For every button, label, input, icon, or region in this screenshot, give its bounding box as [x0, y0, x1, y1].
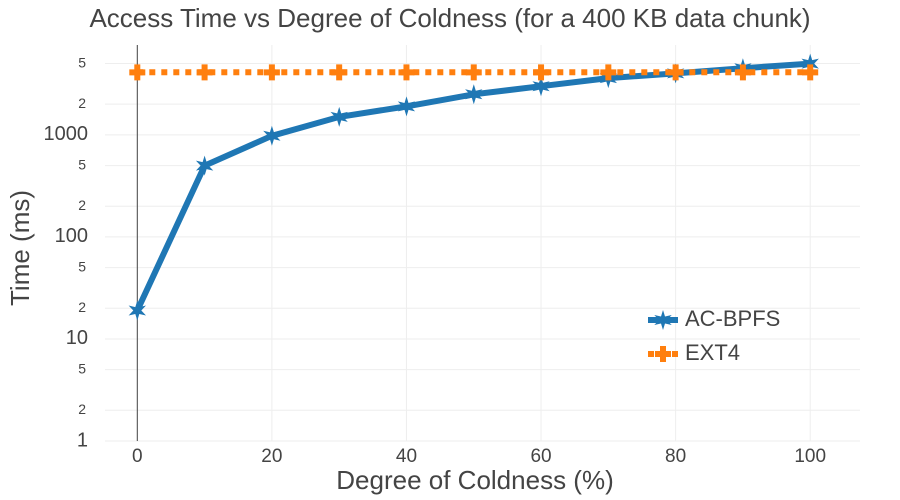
chart-title: Access Time vs Degree of Coldness (for a… [89, 3, 810, 33]
marker [734, 64, 751, 81]
marker [667, 64, 684, 81]
marker [330, 106, 348, 127]
marker [533, 64, 550, 81]
marker [465, 64, 482, 81]
x-tick-label: 80 [665, 446, 686, 467]
marker [655, 346, 671, 362]
marker [398, 64, 415, 81]
marker [196, 64, 213, 81]
y-tick-label: 2 [78, 401, 86, 417]
y-tick-label: 5 [78, 156, 86, 172]
y-tick-label: 100 [55, 225, 88, 247]
marker [195, 155, 214, 176]
marker [801, 53, 819, 74]
marker [600, 64, 617, 81]
y-tick-label: 2 [78, 299, 86, 315]
marker [263, 125, 281, 146]
x-tick-label: 100 [794, 446, 826, 467]
y-axis-label: Time (ms) [5, 190, 35, 306]
legend-item: AC-BPFS [648, 306, 780, 331]
marker [397, 96, 416, 117]
marker [331, 64, 348, 81]
legend-label: EXT4 [685, 340, 740, 365]
y-tick-label: 1 [77, 429, 88, 451]
x-tick-label: 60 [530, 446, 551, 467]
grid [105, 45, 860, 442]
marker [465, 84, 483, 105]
marker [128, 300, 146, 321]
marker [532, 76, 550, 97]
marker [263, 64, 280, 81]
x-axis-label: Degree of Coldness (%) [336, 465, 613, 495]
x-tick-label: 40 [396, 446, 417, 467]
marker [654, 310, 672, 330]
y-tick-label: 1000 [44, 123, 89, 145]
marker [129, 64, 146, 81]
y-tick-label: 5 [78, 258, 86, 274]
x-tick-label: 20 [261, 446, 282, 467]
y-tick-label: 5 [78, 54, 86, 70]
x-tick-label: 0 [132, 446, 143, 467]
marker [802, 64, 819, 81]
legend-label: AC-BPFS [685, 306, 780, 331]
y-tick-label: 5 [78, 360, 86, 376]
y-tick-label: 10 [66, 327, 88, 349]
y-tick-label: 2 [78, 95, 86, 111]
y-tick-label: 2 [78, 197, 86, 213]
